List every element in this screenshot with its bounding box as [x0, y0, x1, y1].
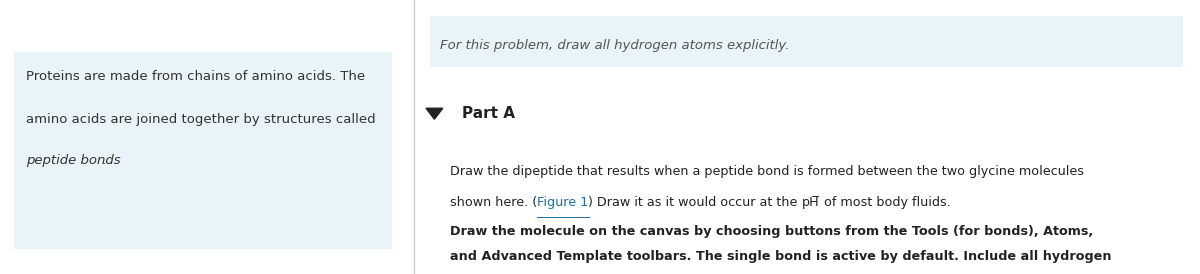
- Polygon shape: [426, 108, 443, 119]
- Text: ) Draw it as it would occur at the: ) Draw it as it would occur at the: [588, 196, 802, 209]
- Text: Proteins are made from chains of amino acids. The: Proteins are made from chains of amino a…: [26, 70, 366, 83]
- Text: .: .: [102, 154, 106, 167]
- Text: peptide bonds: peptide bonds: [26, 154, 121, 167]
- Text: Figure 1: Figure 1: [538, 196, 588, 209]
- Text: Part A: Part A: [462, 106, 515, 121]
- Text: For this problem, draw all hydrogen atoms explicitly.: For this problem, draw all hydrogen atom…: [440, 39, 790, 52]
- FancyBboxPatch shape: [430, 16, 1183, 67]
- FancyBboxPatch shape: [14, 52, 392, 249]
- Text: Draw the molecule on the canvas by choosing buttons from the Tools (for bonds), : Draw the molecule on the canvas by choos…: [450, 225, 1093, 238]
- Text: Draw the dipeptide that results when a peptide bond is formed between the two gl: Draw the dipeptide that results when a p…: [450, 165, 1084, 178]
- Text: pH̅: pH̅: [802, 196, 820, 209]
- Text: and Advanced Template toolbars. The single bond is active by default. Include al: and Advanced Template toolbars. The sing…: [450, 250, 1111, 263]
- Text: of most body fluids.: of most body fluids.: [820, 196, 950, 209]
- Text: amino acids are joined together by structures called: amino acids are joined together by struc…: [26, 113, 376, 126]
- Text: shown here. (: shown here. (: [450, 196, 538, 209]
